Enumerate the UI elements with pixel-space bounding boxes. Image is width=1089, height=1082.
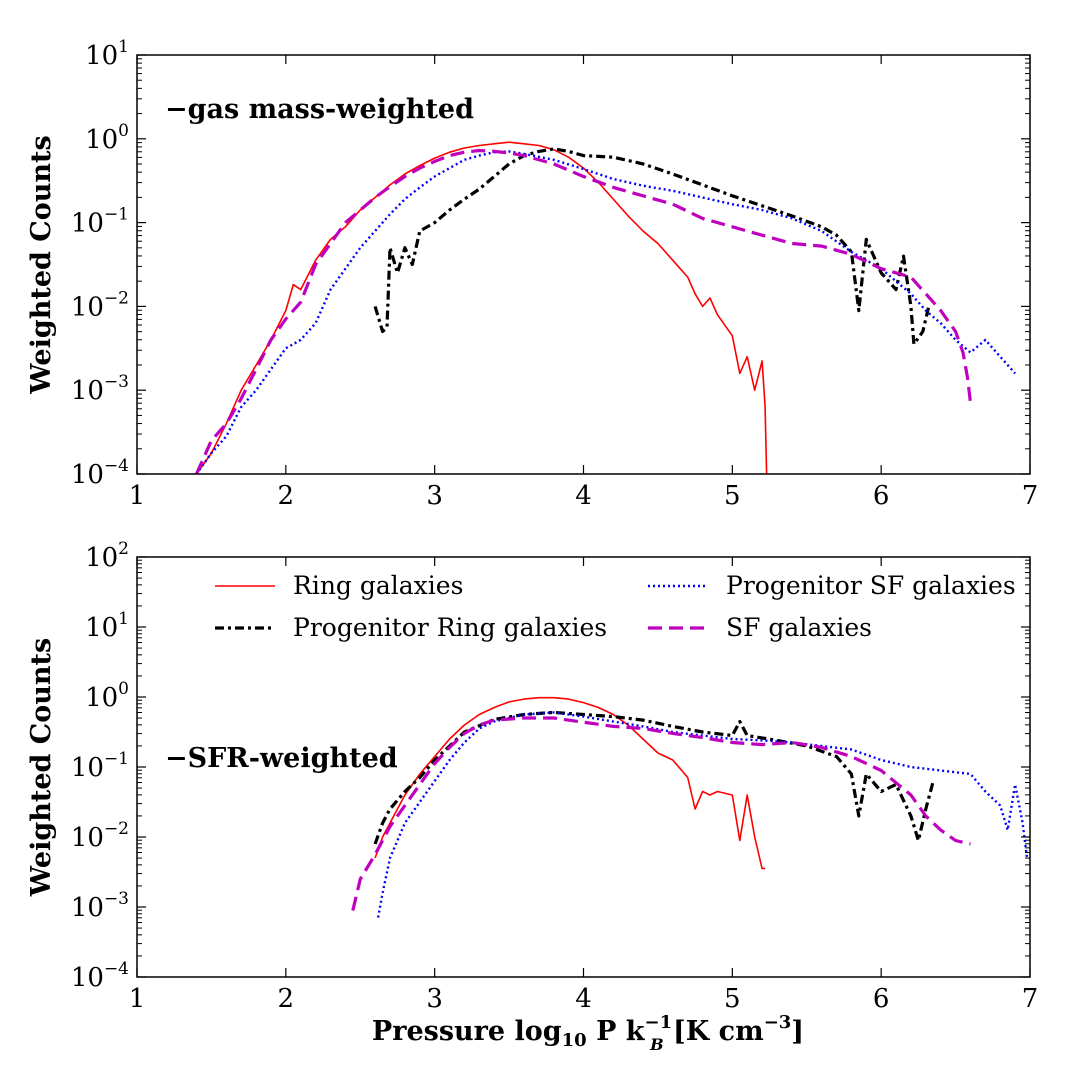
panel-annotation: −gas mass-weighted bbox=[165, 94, 474, 125]
series-line-sf-galaxies bbox=[195, 148, 973, 474]
legend-label: SF galaxies bbox=[726, 613, 872, 642]
y-tick-label: 10−4 bbox=[71, 456, 129, 490]
x-tick-label: 3 bbox=[426, 984, 443, 1014]
y-tick-label: 10−1 bbox=[71, 205, 129, 239]
y-tick-label: 100 bbox=[85, 121, 129, 155]
x-tick-label: 6 bbox=[873, 481, 890, 511]
legend-label: Ring galaxies bbox=[293, 571, 463, 600]
series-line-progenitor-sf-galaxies bbox=[195, 150, 1016, 474]
y-tick-label: 10−3 bbox=[71, 889, 129, 923]
series-line-ring-galaxies bbox=[195, 141, 768, 474]
x-tick-label: 2 bbox=[278, 481, 295, 511]
y-tick-label: 10−2 bbox=[71, 288, 129, 322]
bottom-panel: 1 2 3 4 5 6 7 10−4 10−3 10−2 10−1 100 101 102 Weighted… bbox=[26, 539, 1038, 1014]
series-line-ring-galaxies bbox=[374, 696, 766, 870]
x-tick-label: 7 bbox=[1022, 481, 1039, 511]
x-tick-label: 2 bbox=[278, 984, 295, 1014]
legend-label: Progenitor Ring galaxies bbox=[293, 613, 607, 642]
x-tick-label: 5 bbox=[724, 481, 741, 511]
legend-label: Progenitor SF galaxies bbox=[726, 571, 1016, 600]
x-tick-label: 5 bbox=[724, 984, 741, 1014]
x-tick-label: 1 bbox=[129, 984, 146, 1014]
x-tick-label: 1 bbox=[129, 481, 146, 511]
y-tick-label: 10−1 bbox=[71, 749, 129, 783]
y-tick-label: 101 bbox=[85, 37, 129, 71]
panel-annotation: −SFR-weighted bbox=[165, 743, 398, 774]
x-tick-label: 4 bbox=[575, 481, 592, 511]
y-tick-label: 102 bbox=[85, 539, 129, 573]
x-tick-label: 3 bbox=[426, 481, 443, 511]
y-tick-label: 10−4 bbox=[71, 959, 129, 993]
series-line-progenitor-ring-galaxies bbox=[373, 147, 931, 346]
series-line-sf-galaxies bbox=[351, 716, 971, 911]
top-panel: 1 2 3 4 5 6 7 10−4 10−3 10−2 10−1 100 101 Weighted Co… bbox=[26, 37, 1038, 511]
series-line-progenitor-sf-galaxies bbox=[376, 711, 1029, 918]
y-axis-label: Weighted Counts bbox=[26, 638, 57, 897]
x-tick-label: 4 bbox=[575, 984, 592, 1014]
x-axis-label: Pressure log10 P k−1 B [K cm−3] bbox=[372, 1012, 804, 1054]
y-axis-label: Weighted Counts bbox=[26, 135, 57, 394]
y-tick-label: 10−3 bbox=[71, 372, 129, 406]
x-tick-label: 7 bbox=[1022, 984, 1039, 1014]
y-tick-label: 101 bbox=[85, 609, 129, 643]
x-tick-label: 6 bbox=[873, 984, 890, 1014]
y-tick-label: 10−2 bbox=[71, 819, 129, 853]
y-tick-label: 100 bbox=[85, 679, 129, 713]
series-line-progenitor-ring-galaxies bbox=[373, 710, 935, 845]
